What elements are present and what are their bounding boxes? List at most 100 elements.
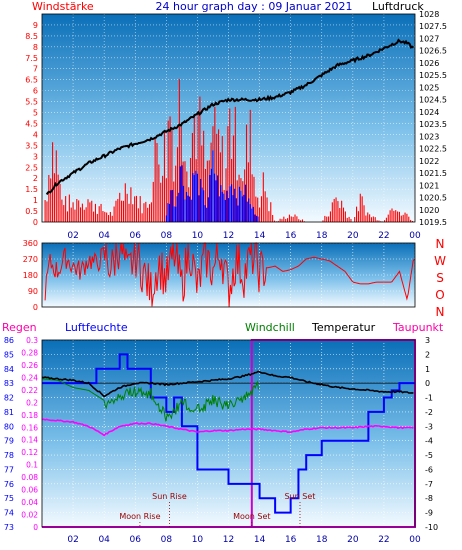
wind-tick-label: 6 [33,87,38,96]
dewpoint-line [41,418,414,437]
direction-tick-label: 90 [28,287,38,296]
rain-tick-label: 0.28 [21,348,38,357]
rain-tick-label: 0.12 [21,448,38,457]
legend-taupunkt: Taupunkt [392,321,444,334]
temperature-tick-label: -7 [425,480,433,489]
wind-tick-label: 8 [33,43,38,52]
temperature-tick-label: 1 [425,365,430,374]
humidity-tick-label: 78 [4,451,14,460]
pressure-line [45,38,415,195]
panel1-x-tick-label: 00 [409,231,421,241]
compass-label: W [434,254,446,268]
temperature-tick-label: 3 [425,336,430,345]
wind-tick-label: 8.5 [25,32,38,41]
panel1-x-tick-label: 22 [378,231,389,241]
legend-windchill: Windchill [245,321,295,334]
rain-tick-label: 0.24 [21,373,38,382]
temperature-tick-label: -8 [425,494,433,503]
panel3-x-tick-label: 02 [67,535,78,545]
wind-tick-label: 7.5 [25,54,38,63]
temperature-tick-label: -1 [425,394,433,403]
pressure-tick-label: 1022 [419,157,439,166]
panel1-x-tick-label: 10 [192,231,204,241]
pressure-tick-label: 1026.5 [419,47,447,56]
humidity-tick-label: 73 [4,523,14,532]
rain-tick-label: 0.04 [21,498,38,507]
direction-tick-label: 270 [23,255,38,264]
wind-tick-label: 0 [33,218,38,227]
wind-tick-label: 2 [33,174,38,183]
temperature-tick-label: -10 [425,523,438,532]
rain-tick-label: 0.02 [21,511,38,520]
wind-direction-line [44,242,415,308]
wind-tick-label: 6.5 [25,76,38,85]
panel1-x-tick-label: 20 [347,231,359,241]
pressure-tick-label: 1027.5 [419,22,447,31]
humidity-tick-label: 76 [4,480,14,489]
panel3-frame [41,339,416,528]
panel2-frame [41,242,416,308]
panel1-x-tick-label: 18 [316,231,328,241]
pressure-tick-label: 1026 [419,59,439,68]
panel3-x-tick-label: 04 [98,535,110,545]
wind-tick-label: 9 [33,21,38,30]
wind-tick-label: 3.5 [25,141,38,150]
direction-tick-label: 180 [23,271,38,280]
pressure-tick-label: 1019.5 [419,218,447,227]
compass-label: N [436,237,445,251]
direction-tick-label: 0 [33,303,38,312]
humidity-tick-label: 75 [4,494,14,503]
rain-tick-label: 0.1 [26,461,38,470]
temperature-line [41,370,414,398]
pressure-tick-label: 1022.5 [419,145,447,154]
chart-title: 24 hour graph day : 09 Januar 2021 [156,0,353,13]
legend-temperatur: Temperatur [311,321,376,334]
rain-tick-label: 0.14 [21,436,38,445]
panel1-x-tick-label: 12 [223,231,234,241]
panel3-x-tick-label: 16 [285,535,297,545]
panel1-x-tick-label: 06 [130,231,142,241]
legend-regen: Regen [2,321,37,334]
windchill-line [41,378,259,422]
temperature-tick-label: -4 [425,437,433,446]
pressure-tick-label: 1023 [419,132,439,141]
compass-label: N [436,305,445,319]
compass-label: O [435,288,444,302]
humidity-tick-label: 74 [4,509,14,518]
pressure-tick-label: 1020 [419,206,439,215]
panel1-x-tick-label: 02 [67,231,78,241]
temperature-tick-label: -9 [425,509,433,518]
panel3-x-tick-label: 20 [347,535,359,545]
rain-tick-label: 0 [33,523,38,532]
panel1-x-tick-label: 14 [254,231,266,241]
sun-moon-label: Sun Set [285,492,316,501]
rain-tick-label: 0.18 [21,411,38,420]
rain-tick-label: 0.3 [26,336,38,345]
humidity-tick-label: 85 [4,350,14,359]
panel3-x-tick-label: 06 [130,535,142,545]
wind-tick-label: 0.5 [25,207,38,216]
pressure-tick-label: 1025.5 [419,71,447,80]
humidity-tick-label: 80 [4,422,14,431]
wind-tick-label: 2.5 [25,163,38,172]
panel3-x-tick-label: 08 [161,535,173,545]
panel3-x-tick-label: 22 [378,535,389,545]
humidity-tick-label: 77 [4,465,14,474]
pressure-tick-label: 1024.5 [419,96,447,105]
wind-tick-label: 7 [33,65,38,74]
pressure-tick-label: 1028 [419,10,439,19]
wind-tick-label: 1.5 [25,185,38,194]
rain-tick-label: 0.2 [26,398,38,407]
rain-tick-label: 0.22 [21,386,38,395]
panel3-x-tick-label: 10 [192,535,204,545]
direction-tick-label: 360 [23,239,38,248]
pressure-tick-label: 1021 [419,181,439,190]
rain-tick-label: 0.06 [21,486,38,495]
panel1-x-tick-label: 08 [161,231,173,241]
legend-luftfeuchte: Luftfeuchte [65,321,128,334]
humidity-tick-label: 82 [4,394,14,403]
pressure-axis-title: Luftdruck [372,0,424,13]
pressure-tick-label: 1025 [419,83,439,92]
rain-tick-label: 0.26 [21,361,38,370]
